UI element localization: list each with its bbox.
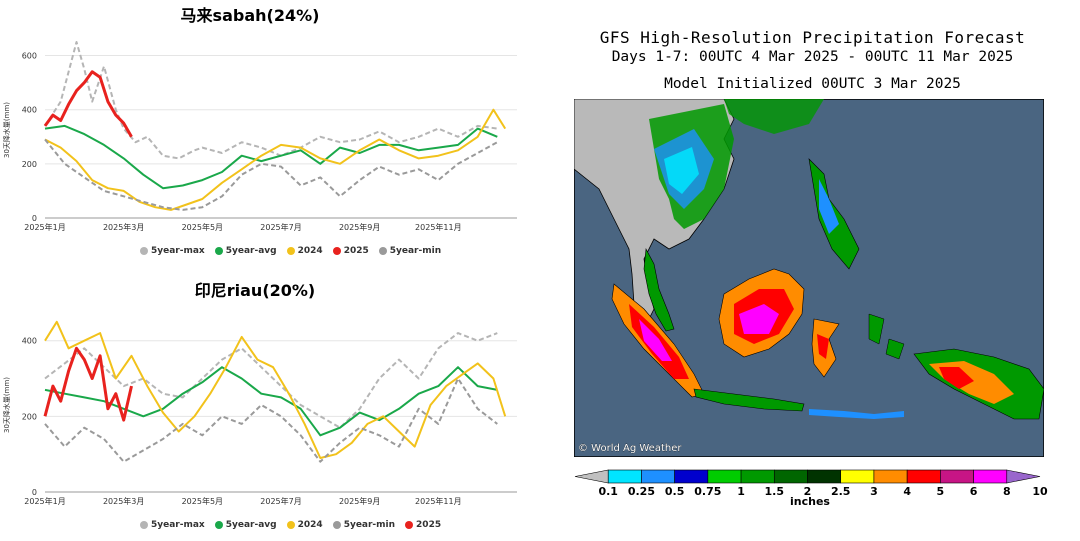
x-tick-label: 2025年7月 [260, 222, 301, 232]
colorbar-label: 8 [1003, 485, 1011, 498]
x-tick-label: 2025年1月 [24, 496, 65, 506]
chart2-plot: 0 200 400 30天降水量(mm) 2025年1月 2025年3月 2025年5月 20… [2, 320, 517, 506]
colorbar-label: 2 [804, 485, 812, 498]
colorbar-label: 1.5 [765, 485, 785, 498]
legend-5year-min[interactable]: 5year-min [332, 520, 395, 530]
map-init-time: Model Initialized 00UTC 3 Mar 2025 [664, 76, 961, 92]
colorbar-cell [1006, 469, 1041, 484]
x-tick-label: 2025年9月 [339, 222, 380, 232]
colorbar-cell [607, 469, 642, 484]
y-tick-label: 400 [22, 337, 37, 346]
colorbar-label: 1 [737, 485, 745, 498]
legend-2025[interactable]: 2025 [405, 520, 441, 530]
chart1-plot: 0 200 400 600 30天降水量(mm) 2025年1月 2025年3月 2025年5… [2, 41, 517, 232]
colorbar-label: 5 [937, 485, 945, 498]
x-tick-label: 2025年9月 [339, 496, 380, 506]
y-tick-label: 0 [32, 214, 37, 223]
rain-sulawesi-core [817, 334, 829, 359]
precipitation-colorbar: 0.1 0.25 0.5 0.75 1 1.5 2 2.5 3 4 5 6 8 10 [574, 469, 1048, 498]
colorbar-cell [707, 469, 742, 484]
legend-2024[interactable]: 2024 [286, 246, 323, 256]
land-lesser-sunda [809, 409, 904, 419]
colorbar-cell [840, 469, 875, 484]
series-line-5year-min[interactable] [44, 138, 498, 211]
rain-south-china-yellow [724, 99, 824, 134]
colorbar-cell [873, 469, 908, 484]
colorbar-label: 10 [1032, 485, 1048, 498]
land-java [693, 388, 805, 412]
x-tick-label: 2025年11月 [415, 496, 462, 506]
x-tick-label: 2025年3月 [103, 222, 144, 232]
series-line-5year-max[interactable] [44, 332, 498, 429]
y-tick-label: 0 [32, 488, 37, 497]
series-line-5year-max[interactable] [44, 41, 498, 160]
colorbar-cell [674, 469, 709, 484]
y-tick-label: 600 [22, 52, 37, 61]
rain-new-guinea-peak [939, 367, 974, 389]
x-tick-label: 2025年3月 [103, 496, 144, 506]
colorbar-unit-label: inches [790, 495, 830, 508]
colorbar-label: 0.75 [694, 485, 721, 498]
land-moluccas [868, 313, 905, 360]
x-tick-label: 2025年11月 [415, 222, 462, 232]
colorbar-cell [906, 469, 941, 484]
rain-indochina-cyan [664, 147, 699, 194]
colorbar-label: 0.5 [665, 485, 685, 498]
y-tick-label: 200 [22, 412, 37, 421]
colorbar-cell [773, 469, 808, 484]
colorbar-label: 2.5 [831, 485, 851, 498]
legend-5year-max[interactable]: 5year-max [140, 246, 205, 256]
colorbar-cell [940, 469, 974, 484]
y-axis-label: 30天降水量(mm) [2, 377, 11, 433]
x-tick-label: 2025年5月 [182, 222, 223, 232]
rain-sumatra-peak [639, 319, 672, 361]
x-tick-label: 2025年1月 [24, 222, 65, 232]
legend-5year-avg[interactable]: 5year-avg [214, 246, 277, 256]
colorbar-label: 4 [903, 485, 911, 498]
legend-5year-max[interactable]: 5year-max [140, 520, 205, 530]
colorbar-cell [807, 469, 842, 484]
map-title: GFS High-Resolution Precipitation Foreca… [599, 28, 1026, 47]
map-subtitle: Days 1-7: 00UTC 4 Mar 2025 - 00UTC 11 Ma… [611, 49, 1014, 65]
chart2-title: 印尼riau(20%) [194, 281, 316, 300]
map-credit: © World Ag Weather [578, 443, 682, 454]
series-line-5year-min[interactable] [44, 377, 498, 463]
series-line-5year-avg[interactable] [44, 124, 498, 190]
legend-2024[interactable]: 2024 [286, 520, 323, 530]
land-malay-peninsula [643, 247, 675, 332]
y-tick-label: 400 [22, 106, 37, 115]
colorbar-cell [740, 469, 775, 484]
colorbar-label: 0.25 [628, 485, 655, 498]
colorbar-cell [973, 469, 1008, 484]
legend-5year-min[interactable]: 5year-min [378, 246, 441, 256]
colorbar-label: 0.1 [598, 485, 618, 498]
x-tick-label: 2025年7月 [260, 496, 301, 506]
colorbar-cell [574, 469, 609, 484]
colorbar-cell [641, 469, 675, 484]
chart1-legend: 5year-max 5year-avg 2024 2025 5year-min [140, 246, 441, 256]
series-line-2025[interactable] [43, 346, 133, 422]
precipitation-map: © World Ag Weather [574, 99, 1044, 457]
y-tick-label: 200 [22, 160, 37, 169]
colorbar-label: 3 [870, 485, 878, 498]
chart1-title: 马来sabah(24%) [180, 6, 320, 25]
colorbar-label: 6 [970, 485, 978, 498]
x-tick-label: 2025年5月 [182, 496, 223, 506]
rain-philippines-blue [819, 179, 839, 234]
legend-2025[interactable]: 2025 [332, 246, 369, 256]
y-axis-label: 30天降水量(mm) [2, 102, 11, 158]
series-line-2024[interactable] [44, 320, 507, 459]
legend-5year-avg[interactable]: 5year-avg [214, 520, 277, 530]
series-line-2025[interactable] [43, 70, 133, 138]
series-line-2024[interactable] [44, 108, 507, 211]
rain-borneo-peak [739, 304, 779, 334]
chart2-legend: 5year-max 5year-avg 2024 5year-min 2025 [140, 520, 441, 530]
